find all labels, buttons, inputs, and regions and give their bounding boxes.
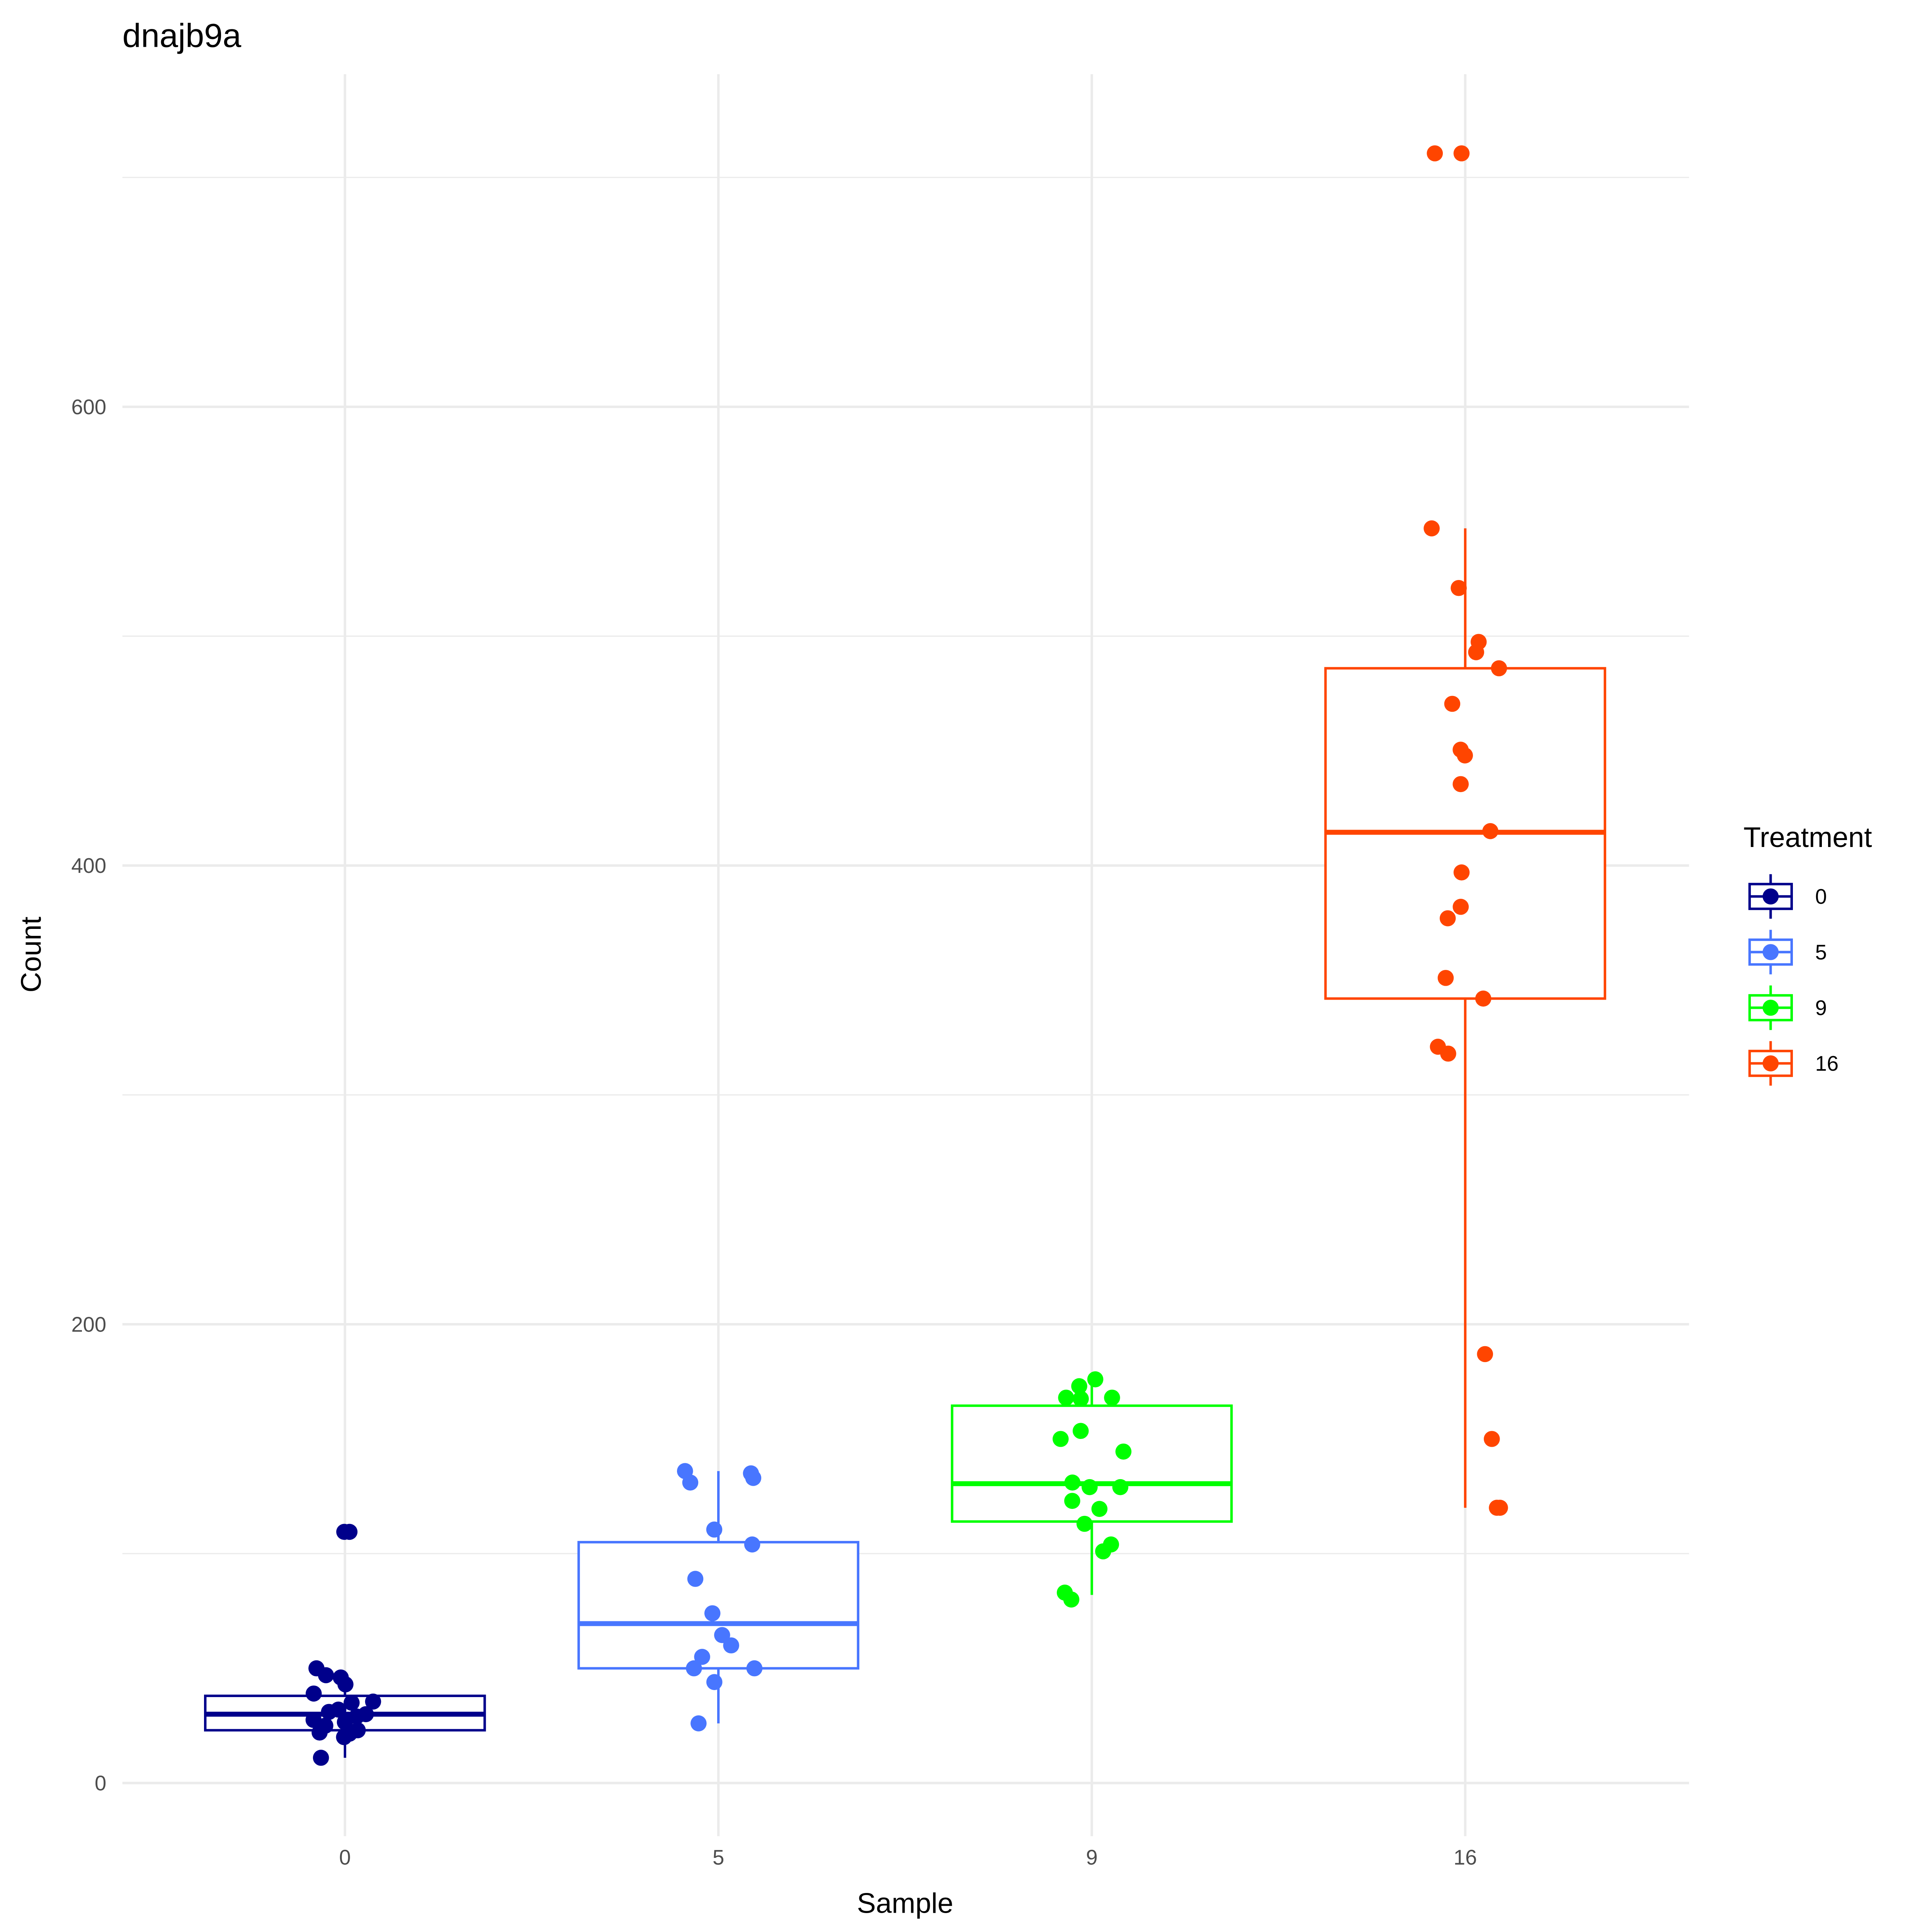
box-5 — [577, 1471, 859, 1724]
data-point-9 — [1064, 1474, 1081, 1491]
x-tick-label: 9 — [1086, 1846, 1097, 1869]
data-point-9 — [1091, 1501, 1108, 1517]
data-point-9 — [1063, 1591, 1080, 1608]
y-tick-label: 200 — [71, 1313, 106, 1336]
data-point-5 — [704, 1605, 721, 1621]
data-point-16 — [1453, 864, 1470, 881]
data-point-16 — [1452, 899, 1469, 915]
box-iqr — [951, 1404, 1233, 1523]
data-point-5 — [714, 1627, 730, 1643]
legend-key-point — [1762, 888, 1779, 905]
data-point-9 — [1095, 1543, 1111, 1560]
data-point-16 — [1482, 823, 1498, 839]
data-point-0 — [318, 1667, 334, 1684]
x-tick-label: 16 — [1454, 1846, 1477, 1869]
data-point-9 — [1115, 1443, 1132, 1460]
data-point-0 — [336, 1729, 352, 1745]
data-point-5 — [694, 1649, 710, 1665]
legend-key-point — [1762, 944, 1779, 960]
y-tick-label: 600 — [71, 395, 106, 419]
data-point-0 — [313, 1750, 329, 1766]
data-point-5 — [682, 1474, 699, 1491]
data-point-16 — [1491, 660, 1507, 677]
data-points — [305, 145, 1508, 1766]
data-point-9 — [1073, 1391, 1089, 1407]
legend-label: 0 — [1815, 885, 1827, 908]
data-point-0 — [306, 1685, 322, 1702]
x-axis-ticks: 0 5 9 16 — [339, 1846, 1477, 1869]
data-point-0 — [311, 1725, 328, 1741]
box-iqr — [577, 1541, 859, 1670]
boxes — [204, 528, 1606, 1758]
box-9 — [951, 1383, 1233, 1595]
x-tick-label: 5 — [713, 1846, 724, 1869]
legend-item-16: 16 — [1748, 1041, 1839, 1086]
data-point-5 — [723, 1637, 739, 1654]
data-point-9 — [1087, 1371, 1104, 1388]
data-point-5 — [687, 1571, 704, 1587]
x-tick-label: 0 — [339, 1846, 351, 1869]
data-point-9 — [1076, 1515, 1093, 1532]
data-point-16 — [1475, 990, 1492, 1007]
legend-key-point — [1762, 1055, 1779, 1071]
legend-title: Treatment — [1743, 821, 1872, 853]
data-point-16 — [1452, 776, 1469, 793]
legend-key-point — [1762, 1000, 1779, 1016]
data-point-0 — [365, 1693, 381, 1710]
data-point-9 — [1058, 1389, 1074, 1406]
data-point-16 — [1484, 1431, 1500, 1447]
legend-label: 16 — [1815, 1052, 1839, 1075]
data-point-5 — [706, 1674, 723, 1690]
data-point-9 — [1073, 1423, 1089, 1439]
legend-item-0: 0 — [1748, 874, 1827, 919]
legend: Treatment 0 5 9 16 — [1743, 821, 1872, 1086]
box-16 — [1324, 528, 1606, 1508]
legend-label: 9 — [1815, 996, 1827, 1020]
y-axis-ticks: 0 200 400 600 — [71, 395, 106, 1795]
data-point-16 — [1440, 1045, 1456, 1062]
data-point-9 — [1082, 1479, 1098, 1495]
data-point-16 — [1439, 910, 1456, 927]
data-point-16 — [1437, 970, 1454, 986]
data-point-16 — [1453, 145, 1470, 162]
data-point-16 — [1423, 520, 1440, 537]
data-point-9 — [1064, 1493, 1080, 1509]
data-point-0 — [344, 1694, 360, 1711]
chart-title: dnajb9a — [122, 17, 242, 54]
data-point-9 — [1053, 1431, 1069, 1447]
data-point-0 — [321, 1704, 337, 1720]
data-point-5 — [686, 1660, 702, 1677]
legend-item-9: 9 — [1748, 985, 1827, 1030]
data-point-16 — [1427, 145, 1443, 162]
legend-item-5: 5 — [1748, 930, 1827, 975]
y-tick-label: 0 — [95, 1772, 106, 1795]
data-point-16 — [1468, 644, 1485, 660]
data-point-16 — [1457, 747, 1473, 764]
data-point-5 — [690, 1715, 707, 1731]
data-point-0 — [337, 1676, 354, 1692]
y-tick-label: 400 — [71, 854, 106, 878]
data-point-16 — [1477, 1346, 1493, 1362]
y-axis-title: Count — [15, 917, 47, 992]
data-point-16 — [1451, 580, 1467, 596]
data-point-5 — [745, 1470, 762, 1486]
data-point-5 — [746, 1660, 763, 1677]
data-point-9 — [1104, 1389, 1120, 1406]
data-point-16 — [1444, 696, 1461, 712]
data-point-9 — [1112, 1479, 1129, 1495]
data-point-9 — [1071, 1378, 1087, 1395]
data-point-16 — [1489, 1500, 1505, 1516]
legend-label: 5 — [1815, 940, 1827, 964]
data-point-5 — [744, 1536, 760, 1553]
data-point-5 — [706, 1521, 723, 1538]
data-point-0 — [341, 1524, 358, 1540]
x-axis-title: Sample — [857, 1887, 954, 1919]
